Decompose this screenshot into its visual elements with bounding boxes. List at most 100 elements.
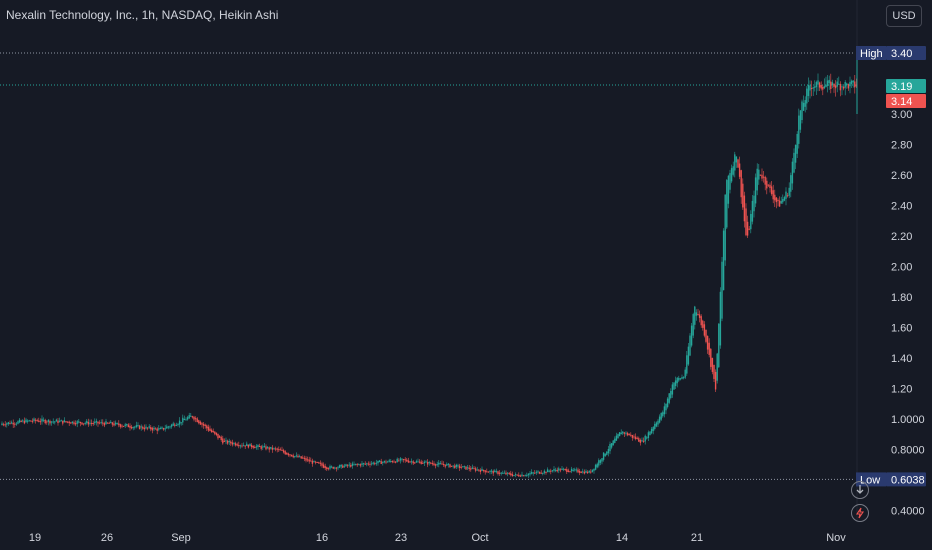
candle-body bbox=[636, 437, 638, 439]
candle-body bbox=[753, 195, 755, 212]
candle-body bbox=[650, 428, 653, 434]
candle-body bbox=[102, 422, 104, 424]
candle-body bbox=[18, 419, 21, 423]
candle-body bbox=[257, 445, 259, 447]
candle-body bbox=[214, 431, 216, 434]
y-tick-label: 2.80 bbox=[891, 140, 912, 152]
candle-body bbox=[786, 195, 789, 197]
candle-body bbox=[625, 432, 627, 434]
candle-body bbox=[810, 87, 813, 90]
candle-body bbox=[58, 420, 61, 422]
candle-body bbox=[52, 421, 54, 423]
candle-body bbox=[438, 462, 440, 465]
currency-button[interactable]: USD bbox=[886, 5, 922, 27]
candle-body bbox=[655, 422, 658, 427]
candle-body bbox=[513, 475, 515, 477]
candle-body bbox=[714, 371, 717, 390]
candle-body bbox=[281, 449, 283, 451]
candle-body bbox=[89, 422, 91, 424]
candle-body bbox=[554, 469, 557, 471]
candle-body bbox=[303, 457, 306, 459]
candle-body bbox=[722, 230, 725, 291]
candle-body bbox=[82, 423, 85, 425]
candle-body bbox=[566, 469, 568, 472]
candle-body bbox=[670, 391, 672, 399]
candle-body bbox=[231, 442, 234, 445]
candle-body bbox=[436, 464, 438, 466]
candle-body bbox=[626, 432, 629, 436]
candle-body bbox=[375, 462, 378, 464]
candle-body bbox=[182, 417, 184, 423]
candle-body bbox=[289, 454, 291, 456]
candle-body bbox=[150, 426, 152, 430]
x-tick-label: Sep bbox=[171, 532, 191, 544]
candle-body bbox=[596, 463, 598, 468]
candle-body bbox=[140, 426, 142, 428]
candle-body bbox=[287, 453, 290, 456]
candle-body bbox=[366, 463, 368, 465]
candle-body bbox=[22, 420, 24, 422]
candle-body bbox=[39, 421, 42, 423]
candle-body bbox=[318, 462, 320, 464]
candle-body bbox=[338, 465, 341, 468]
candle-body bbox=[673, 382, 675, 390]
candle-body bbox=[422, 462, 424, 464]
x-tick-label: 21 bbox=[691, 532, 703, 544]
candle-body bbox=[724, 194, 726, 261]
candle-body bbox=[409, 461, 411, 463]
candle-body bbox=[268, 447, 270, 450]
candle-body bbox=[484, 470, 486, 473]
candle-body bbox=[585, 471, 587, 473]
candle-body bbox=[700, 316, 702, 326]
candle-body bbox=[682, 377, 685, 379]
price-tag-value: 3.14 bbox=[891, 96, 912, 108]
candle-body bbox=[679, 378, 682, 380]
candle-body bbox=[215, 432, 218, 435]
candle-body bbox=[191, 416, 194, 418]
candle-body bbox=[142, 426, 144, 429]
candle-body bbox=[654, 423, 656, 430]
magic-wand-icon[interactable] bbox=[851, 504, 869, 522]
candle-body bbox=[551, 470, 554, 472]
y-tick-label: 1.20 bbox=[891, 384, 912, 396]
candle-body bbox=[302, 457, 304, 459]
y-tick-label: 0.8000 bbox=[891, 445, 925, 457]
candle-body bbox=[852, 80, 854, 83]
candle-body bbox=[487, 471, 490, 473]
candle-body bbox=[217, 433, 219, 439]
candle-body bbox=[548, 470, 550, 472]
candle-body bbox=[522, 475, 525, 477]
candle-body bbox=[31, 420, 34, 422]
candle-body bbox=[486, 471, 488, 473]
candle-body bbox=[545, 471, 547, 473]
candle-body bbox=[146, 427, 149, 429]
candle-body bbox=[79, 421, 82, 424]
candle-body bbox=[66, 421, 69, 423]
candle-body bbox=[471, 467, 474, 469]
x-tick-label: Nov bbox=[826, 532, 846, 544]
candle-body bbox=[449, 464, 451, 468]
x-tick-label: 26 bbox=[101, 532, 113, 544]
candle-body bbox=[54, 421, 56, 423]
candle-body bbox=[582, 471, 584, 473]
candle-body bbox=[662, 412, 664, 417]
candle-body bbox=[778, 200, 781, 207]
candle-body bbox=[342, 465, 344, 468]
candle-body bbox=[162, 427, 165, 430]
candle-body bbox=[658, 416, 661, 423]
candle-body bbox=[639, 439, 642, 443]
candle-body bbox=[193, 416, 195, 420]
candle-body bbox=[370, 463, 373, 465]
candle-body bbox=[351, 463, 354, 466]
candle-body bbox=[407, 460, 410, 463]
candle-body bbox=[834, 85, 837, 89]
candle-body bbox=[207, 426, 210, 431]
candle-body bbox=[447, 463, 450, 465]
zoom-reset-icon[interactable] bbox=[851, 481, 869, 499]
candle-body bbox=[708, 342, 710, 355]
candle-body bbox=[404, 459, 406, 461]
candle-body bbox=[698, 314, 701, 318]
candle-body bbox=[711, 357, 714, 372]
candle-body bbox=[505, 472, 507, 475]
